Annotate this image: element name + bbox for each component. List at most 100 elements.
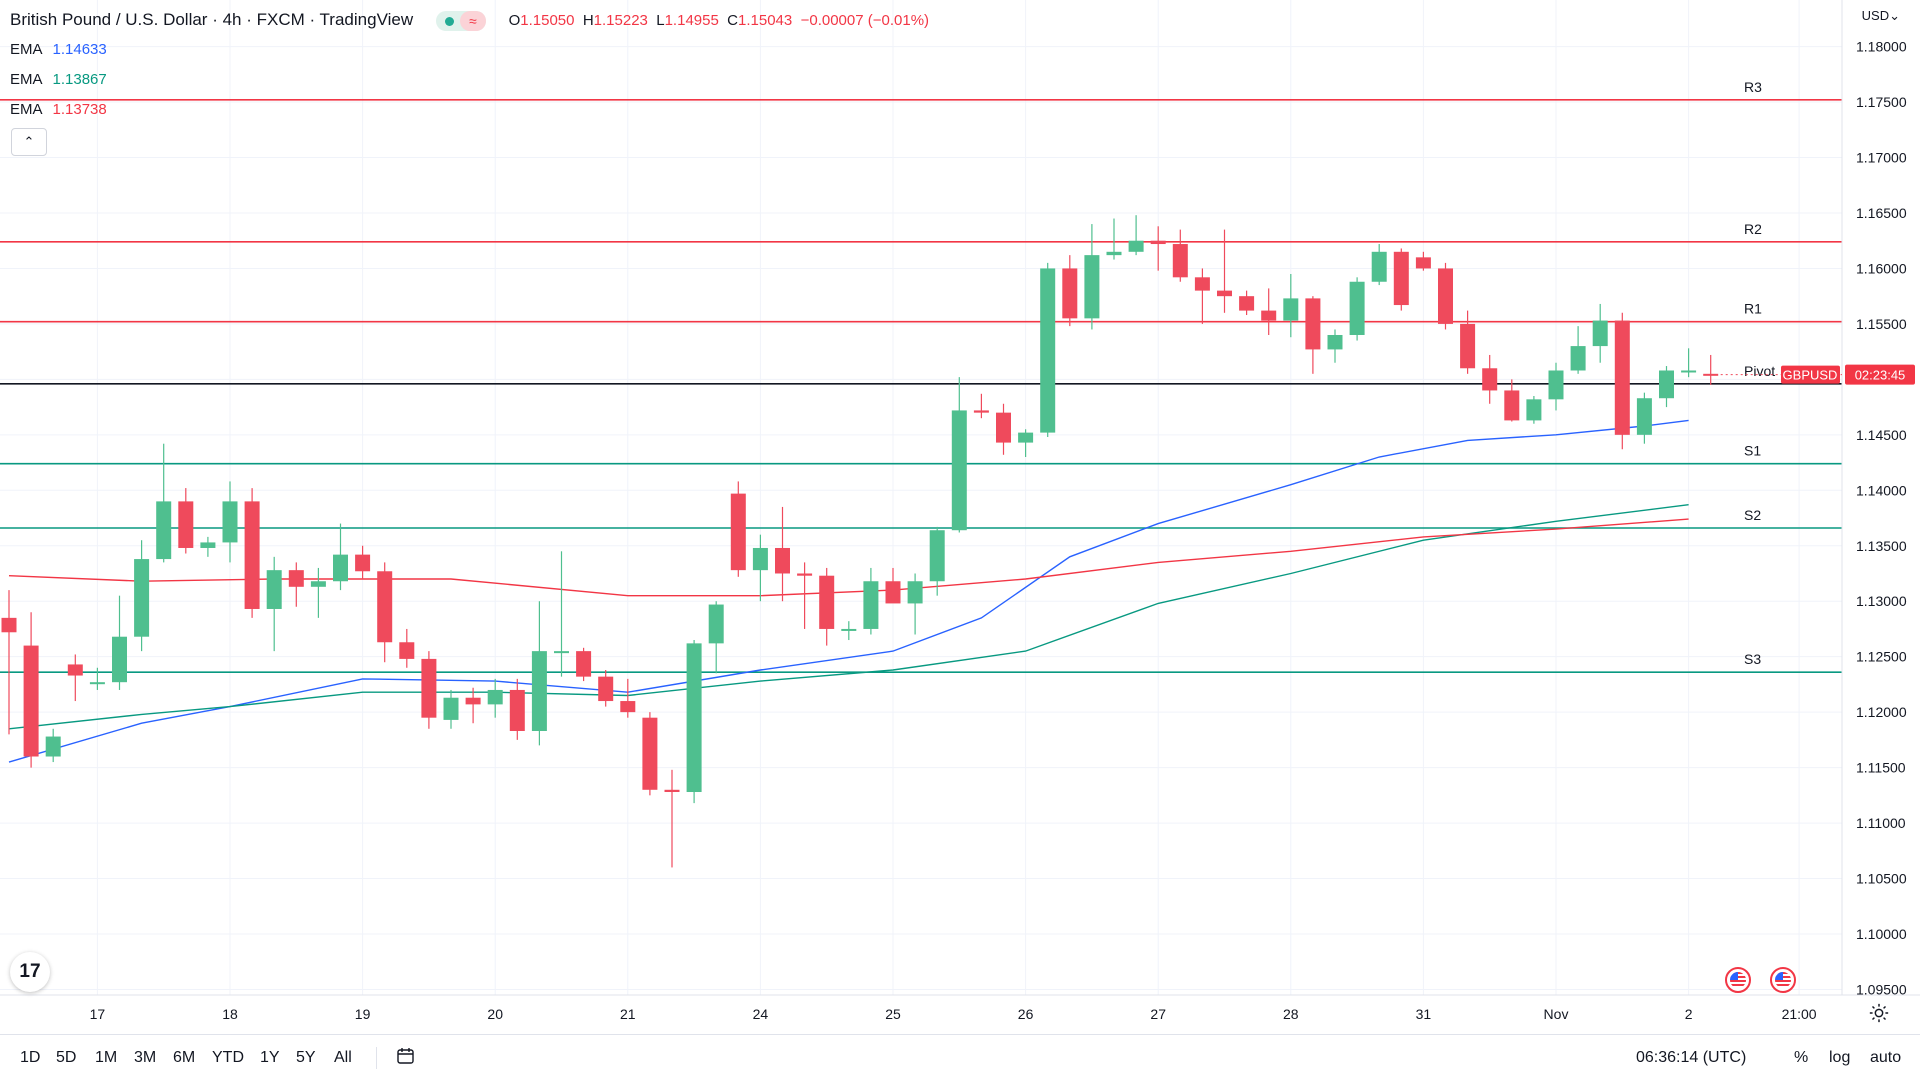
candle-body[interactable]: [443, 697, 459, 720]
candle-body[interactable]: [1703, 373, 1719, 376]
timeframe-1m[interactable]: 1M: [95, 1049, 118, 1066]
candle-body[interactable]: [1040, 268, 1056, 433]
candle-body[interactable]: [1327, 334, 1343, 350]
candle-body[interactable]: [487, 689, 503, 705]
calendar-goto-icon[interactable]: [397, 1048, 415, 1064]
candle-body[interactable]: [112, 636, 127, 683]
candle-body[interactable]: [1106, 251, 1122, 256]
candle-body[interactable]: [1482, 368, 1498, 391]
candle-body[interactable]: [1349, 281, 1365, 335]
candle-body[interactable]: [708, 604, 724, 644]
us-flag-event-icon[interactable]: [1725, 967, 1751, 993]
candle-body[interactable]: [775, 547, 790, 574]
candle-body[interactable]: [1415, 257, 1431, 269]
indicator-ema-3[interactable]: EMA 1.13738: [10, 101, 107, 118]
candle-body[interactable]: [333, 554, 348, 582]
timeframe-6m[interactable]: 6M: [173, 1049, 196, 1066]
candle-body[interactable]: [863, 581, 879, 629]
candle-body[interactable]: [951, 410, 967, 531]
candle-body[interactable]: [554, 651, 569, 654]
candle-body[interactable]: [310, 581, 326, 587]
timeframe-1y[interactable]: 1Y: [260, 1049, 280, 1066]
candle-body[interactable]: [1504, 390, 1520, 421]
timeframe-1d[interactable]: 1D: [20, 1049, 41, 1066]
candle-body[interactable]: [907, 581, 923, 604]
candle-body[interactable]: [156, 501, 172, 560]
candle-body[interactable]: [664, 789, 680, 793]
candle-body[interactable]: [1172, 244, 1188, 278]
candle-body[interactable]: [1371, 251, 1387, 282]
candle-body[interactable]: [1217, 290, 1232, 297]
tradingview-logo[interactable]: 17: [10, 952, 50, 992]
currency-button[interactable]: USD⌄: [1861, 8, 1900, 23]
candle-body[interactable]: [642, 717, 658, 790]
candle-body[interactable]: [288, 570, 304, 587]
candle-body[interactable]: [752, 547, 768, 571]
candle-body[interactable]: [686, 643, 702, 793]
candle-body[interactable]: [1681, 370, 1697, 373]
candle-body[interactable]: [421, 658, 437, 718]
candle-body[interactable]: [1283, 298, 1299, 321]
candle-body[interactable]: [929, 530, 945, 582]
candle-body[interactable]: [465, 697, 481, 705]
candle-body[interactable]: [1062, 268, 1078, 319]
candle-body[interactable]: [1614, 320, 1630, 435]
percent-toggle[interactable]: %: [1794, 1049, 1809, 1066]
candle-body[interactable]: [1393, 251, 1409, 306]
candle-body[interactable]: [1194, 277, 1210, 291]
indicator-ema-1[interactable]: EMA 1.14633: [10, 41, 107, 58]
timeframe-5d[interactable]: 5D: [56, 1049, 77, 1066]
candle-body[interactable]: [598, 676, 614, 702]
candle-body[interactable]: [973, 410, 989, 413]
candle-body[interactable]: [1239, 296, 1255, 311]
candle-body[interactable]: [178, 501, 194, 548]
timeframe-all[interactable]: All: [334, 1049, 352, 1066]
candle-body[interactable]: [1, 617, 17, 633]
candle-body[interactable]: [1460, 323, 1476, 369]
candle-body[interactable]: [134, 559, 150, 637]
candle-body[interactable]: [1261, 310, 1277, 321]
indicator-ema-2[interactable]: EMA 1.13867: [10, 71, 107, 88]
utc-clock[interactable]: 06:36:14 (UTC): [1636, 1049, 1747, 1066]
candle-body[interactable]: [89, 682, 105, 685]
candle-body[interactable]: [244, 501, 260, 609]
candle-body[interactable]: [509, 689, 525, 731]
candle-body[interactable]: [1636, 398, 1652, 435]
candle-body[interactable]: [1305, 298, 1321, 350]
timeframe-ytd[interactable]: YTD: [212, 1049, 244, 1066]
candle-body[interactable]: [355, 554, 371, 572]
candle-body[interactable]: [885, 581, 901, 604]
candle-body[interactable]: [1438, 268, 1453, 324]
candle-body[interactable]: [1570, 346, 1586, 371]
candle-body[interactable]: [67, 664, 83, 676]
candle-body[interactable]: [797, 573, 813, 576]
log-toggle[interactable]: log: [1829, 1049, 1851, 1066]
market-status-pill[interactable]: ≈: [435, 10, 486, 31]
candle-body[interactable]: [1018, 432, 1034, 443]
candle-body[interactable]: [1548, 370, 1564, 400]
settings-gear-icon[interactable]: [1868, 1002, 1890, 1024]
candle-body[interactable]: [1150, 240, 1166, 245]
candle-body[interactable]: [819, 575, 835, 629]
candle-body[interactable]: [1128, 240, 1144, 252]
candle-body[interactable]: [200, 542, 216, 548]
candle-body[interactable]: [841, 628, 857, 631]
candle-body[interactable]: [1659, 370, 1674, 399]
candle-body[interactable]: [576, 651, 592, 677]
auto-toggle[interactable]: auto: [1870, 1049, 1902, 1066]
candle-body[interactable]: [222, 501, 238, 543]
candle-body[interactable]: [620, 701, 636, 713]
timeframe-3m[interactable]: 3M: [134, 1049, 157, 1066]
timeframe-5y[interactable]: 5Y: [296, 1049, 316, 1066]
candle-body[interactable]: [1592, 320, 1608, 347]
candle-body[interactable]: [377, 571, 393, 643]
candle-body[interactable]: [23, 645, 39, 757]
candle-body[interactable]: [730, 493, 746, 571]
candle-body[interactable]: [996, 412, 1011, 443]
candle-body[interactable]: [45, 736, 61, 757]
candle-body[interactable]: [1084, 255, 1100, 319]
collapse-indicators-button[interactable]: ⌃: [11, 128, 47, 156]
candle-body[interactable]: [399, 642, 415, 659]
candle-body[interactable]: [266, 570, 282, 609]
